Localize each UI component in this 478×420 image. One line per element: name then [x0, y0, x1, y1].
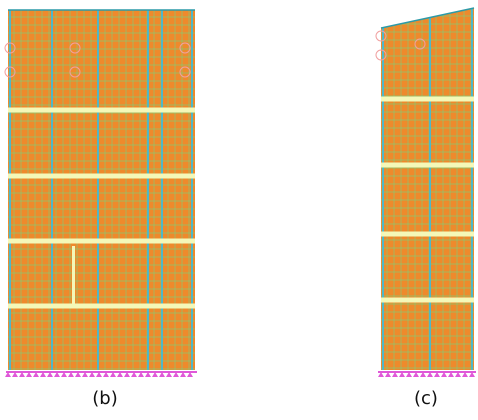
roof-line: [380, 7, 475, 29]
pin-support-icon: [82, 372, 88, 377]
floor-band: [381, 231, 474, 237]
joint-circle-icon: [69, 66, 81, 78]
pin-support-icon: [131, 372, 137, 377]
pin-support-icon: [152, 372, 158, 377]
pin-support-icon: [413, 372, 419, 377]
joint-circle-icon: [69, 42, 81, 54]
floor-band: [381, 297, 474, 303]
pin-support-icon: [138, 372, 144, 377]
elevation-b: [4, 9, 197, 377]
pin-support-icon: [124, 372, 130, 377]
pin-support-icon: [187, 372, 193, 377]
pin-support-icon: [399, 372, 405, 377]
floor-band: [8, 107, 195, 113]
wall-b: [8, 10, 195, 370]
wall-c: [381, 8, 474, 370]
caption-c: (c): [414, 388, 438, 409]
pin-support-icon: [19, 372, 25, 377]
pin-support-icon: [441, 372, 447, 377]
joint-circle-icon: [4, 66, 16, 78]
pin-support-icon: [54, 372, 60, 377]
joint-circle-icon: [375, 49, 387, 61]
pin-support-icon: [145, 372, 151, 377]
joint-circle-icon: [4, 42, 16, 54]
joint-circle-icon: [375, 30, 387, 42]
floor-band: [381, 96, 474, 102]
floor-band: [8, 238, 195, 244]
pin-support-icon: [12, 372, 18, 377]
pin-support-icon: [40, 372, 46, 377]
pin-support-icon: [110, 372, 116, 377]
pin-support-icon: [5, 372, 11, 377]
caption-b: (b): [92, 388, 118, 409]
pin-support-icon: [75, 372, 81, 377]
pin-support-icon: [61, 372, 67, 377]
pin-support-icon: [180, 372, 186, 377]
pin-support-icon: [68, 372, 74, 377]
pin-support-icon: [434, 372, 440, 377]
pin-support-icon: [117, 372, 123, 377]
pin-support-icon: [420, 372, 426, 377]
pin-support-icon: [385, 372, 391, 377]
opening-edge: [72, 246, 75, 304]
pin-support-icon: [173, 372, 179, 377]
joint-circle-icon: [179, 42, 191, 54]
pin-support-icon: [406, 372, 412, 377]
pin-support-icon: [96, 372, 102, 377]
pin-support-icon: [47, 372, 53, 377]
pin-support-icon: [469, 372, 475, 377]
pin-support-icon: [455, 372, 461, 377]
pin-support-icon: [462, 372, 468, 377]
pin-support-icon: [166, 372, 172, 377]
pin-support-icon: [378, 372, 384, 377]
pin-support-icon: [427, 372, 433, 377]
pin-support-icon: [33, 372, 39, 377]
pin-support-icon: [392, 372, 398, 377]
pin-support-icon: [103, 372, 109, 377]
elevation-c: [375, 7, 476, 377]
pin-support-icon: [89, 372, 95, 377]
joint-circle-icon: [414, 38, 426, 50]
pin-support-icon: [26, 372, 32, 377]
floor-band: [8, 303, 195, 309]
joint-circle-icon: [179, 66, 191, 78]
pin-support-icon: [159, 372, 165, 377]
pin-support-icon: [448, 372, 454, 377]
floor-band: [381, 162, 474, 168]
floor-band: [8, 173, 195, 179]
